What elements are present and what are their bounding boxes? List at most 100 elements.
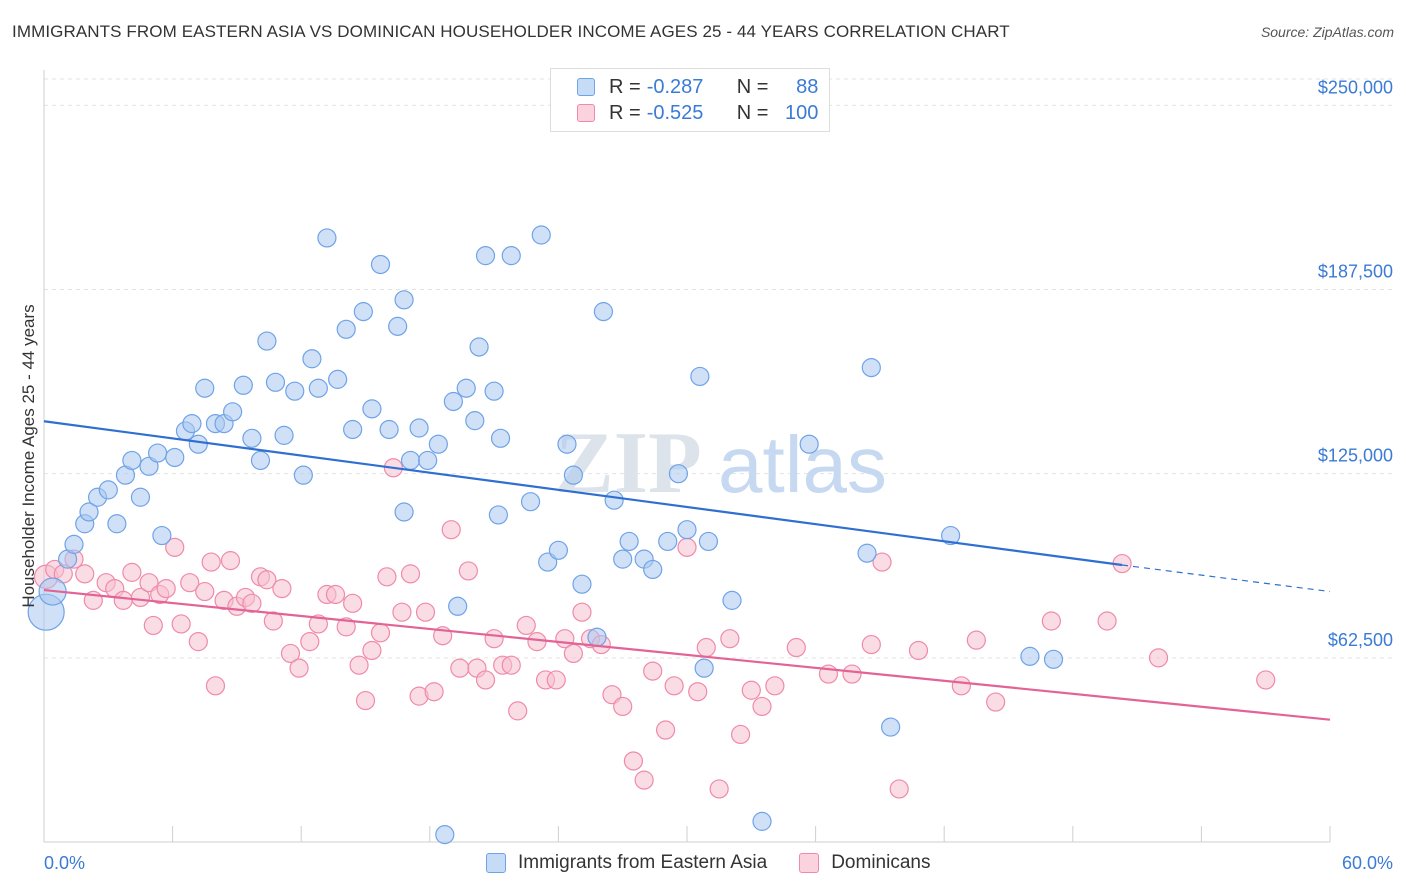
- eastern-asia-point: [465, 411, 485, 431]
- eastern-asia-point: [394, 290, 414, 310]
- legend-item-eastern-asia[interactable]: Immigrants from Eastern Asia: [486, 852, 767, 874]
- eastern-asia-point: [353, 302, 373, 322]
- dominicans-point: [951, 676, 971, 696]
- legend-item-dominicans[interactable]: Dominicans: [799, 852, 930, 874]
- dominicans-trend-line: [43, 588, 1331, 721]
- eastern-asia-point: [293, 465, 313, 485]
- eastern-asia-point: [182, 413, 202, 434]
- dominicans-point: [308, 614, 328, 634]
- eastern-asia-point: [548, 540, 569, 560]
- watermark-atlas: atlas: [718, 420, 887, 509]
- axes: [43, 70, 1331, 843]
- eastern-asia-point: [64, 534, 84, 554]
- dominicans-point: [263, 611, 283, 631]
- eastern-asia-point: [677, 520, 697, 540]
- eastern-asia-point: [409, 418, 429, 438]
- eastern-asia-trend-extension: [1122, 564, 1331, 593]
- dominicans-point: [370, 623, 391, 643]
- eastern-asia-point: [587, 627, 607, 647]
- dominicans-point: [730, 724, 751, 745]
- eastern-asia-point: [317, 228, 337, 248]
- eastern-asia-point: [658, 531, 678, 552]
- dominicans-point: [1256, 670, 1276, 690]
- y-tick-label: $62,500: [1328, 630, 1393, 650]
- dominicans-point: [458, 561, 478, 581]
- eastern-asia-point: [233, 375, 253, 395]
- eastern-asia-point: [501, 246, 521, 266]
- grid: [44, 78, 1395, 659]
- n-value: 100: [785, 101, 819, 124]
- dominicans-point: [280, 643, 301, 664]
- eastern-asia-point: [308, 378, 328, 398]
- dominicans-point: [1041, 611, 1061, 631]
- dominicans-point: [677, 537, 697, 557]
- eastern-asia-point: [643, 559, 663, 580]
- eastern-asia-point: [388, 316, 408, 336]
- eastern-asia-point: [400, 450, 421, 471]
- eastern-asia-point: [613, 549, 633, 569]
- dominicans-point: [171, 614, 191, 634]
- eastern-asia-point: [861, 358, 881, 378]
- dominicans-point: [349, 655, 369, 675]
- dominicans-point: [688, 682, 708, 702]
- y-tick-label: $250,000: [1318, 77, 1393, 97]
- dominicans-point: [484, 629, 504, 649]
- eastern-asia-point: [343, 419, 363, 440]
- eastern-asia-point: [370, 254, 391, 275]
- eastern-asia-point: [484, 381, 504, 401]
- dominicans-point: [272, 578, 292, 599]
- dominicans-point: [501, 655, 521, 675]
- eastern-asia-point: [881, 717, 901, 737]
- dominicans-point: [872, 552, 892, 572]
- dominicans-point: [201, 552, 221, 572]
- eastern-asia-point: [1020, 646, 1040, 666]
- dominicans-point: [343, 593, 363, 613]
- n-label: N =: [736, 75, 769, 98]
- eastern-asia-trend-line: [43, 420, 1123, 567]
- legend-swatch-pink: [799, 853, 820, 873]
- y-tick-label: $187,500: [1318, 262, 1393, 282]
- eastern-asia-point: [242, 428, 262, 448]
- eastern-asia-point: [285, 381, 305, 401]
- dominicans-point: [441, 520, 461, 540]
- eastern-asia-point: [428, 434, 448, 454]
- eastern-asia-point: [130, 487, 151, 507]
- dominicans-point: [786, 637, 806, 658]
- eastern-asia-point: [79, 502, 99, 522]
- dominicans-point: [664, 676, 684, 696]
- eastern-asia-point: [418, 450, 438, 471]
- dominicans-point: [720, 629, 740, 649]
- eastern-asia-point: [456, 378, 476, 398]
- dominicans-point: [475, 670, 496, 690]
- eastern-asia-point: [448, 596, 468, 616]
- dominicans-point: [415, 602, 436, 622]
- r-value: -0.287: [646, 75, 704, 98]
- eastern-asia-point: [250, 450, 271, 471]
- dominicans-point: [165, 537, 185, 557]
- dominicans-point: [966, 630, 986, 650]
- dominicans-point: [424, 682, 444, 702]
- dominicans-point: [355, 690, 376, 711]
- eastern-asia-point: [336, 319, 356, 339]
- eastern-asia-point: [475, 246, 496, 266]
- eastern-asia-point: [328, 369, 348, 389]
- dominicans-point: [1148, 648, 1169, 668]
- dominicans-point: [205, 676, 226, 696]
- dominicans-point: [188, 632, 208, 652]
- n-value: 88: [796, 75, 819, 98]
- dominicans-point: [362, 640, 382, 661]
- dominicans-point: [508, 701, 528, 721]
- eastern-asia-point: [302, 349, 322, 369]
- eastern-asia-point: [223, 402, 243, 422]
- x-tick-label: 0.0%: [44, 853, 85, 873]
- r-label: R =: [609, 101, 641, 124]
- dominicans-point: [377, 567, 397, 587]
- dominicans-point: [122, 562, 142, 582]
- dominicans-point: [613, 696, 633, 717]
- y-axis-title: Householder Income Ages 25 - 44 years: [19, 304, 38, 607]
- eastern-asia-point: [195, 378, 215, 398]
- dominicans-points: [33, 458, 1276, 799]
- dominicans-point: [572, 602, 592, 622]
- dominicans-point: [861, 634, 881, 655]
- eastern-asia-point: [752, 811, 772, 831]
